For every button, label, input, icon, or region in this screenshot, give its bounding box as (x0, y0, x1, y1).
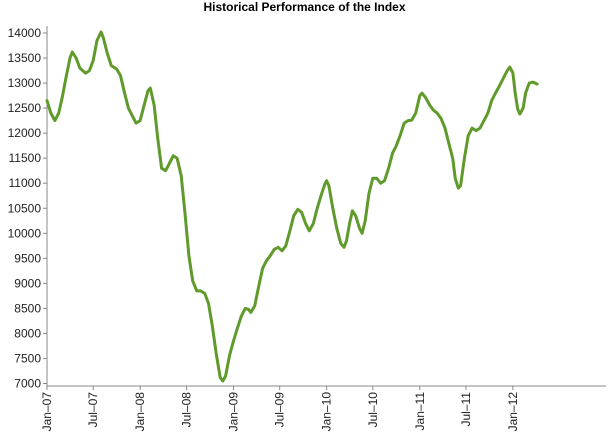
x-tick-label: Jul–09 (273, 392, 287, 428)
y-tick-label: 7500 (14, 351, 41, 365)
x-tick-label: Jul–11 (459, 392, 473, 427)
x-tick-label: Jul–07 (86, 392, 100, 428)
x-axis-ticks: Jan–07 Jul–07 Jan–08 Jul–08 Jan–09 Jul–09 Jan–… (40, 386, 520, 431)
y-tick-label: 13000 (8, 76, 42, 90)
x-tick-label: Jan–10 (320, 392, 334, 432)
x-tick-label: Jul–08 (180, 392, 194, 428)
x-tick-label: Jan–12 (506, 392, 520, 432)
y-tick-label: 11000 (9, 176, 42, 190)
y-tick-label: 7000 (14, 376, 41, 390)
y-tick-label: 10500 (8, 201, 42, 215)
y-tick-label: 8500 (14, 301, 41, 315)
x-tick-label: Jan–11 (413, 392, 427, 431)
y-tick-label: 12000 (8, 126, 42, 140)
y-tick-label: 10000 (8, 226, 42, 240)
x-tick-label: Jan–07 (40, 392, 54, 432)
series-group (45, 30, 539, 383)
x-tick-label: Jan–09 (227, 392, 241, 432)
y-tick-label: 11500 (9, 151, 42, 165)
series-line-0 (45, 30, 539, 383)
x-tick-label: Jan–08 (133, 392, 147, 432)
y-axis-ticks: 7000 7500 8000 8500 9000 9500 10000 10500 11000 1… (8, 26, 47, 390)
y-tick-label: 8000 (14, 326, 41, 340)
y-tick-label: 14000 (8, 26, 42, 40)
chart-title: Historical Performance of the Index (203, 0, 406, 14)
axes (46, 26, 606, 387)
y-tick-label: 9500 (14, 251, 41, 265)
y-tick-label: 9000 (14, 276, 41, 290)
x-tick-label: Jul–10 (366, 392, 380, 428)
y-tick-label: 12500 (8, 101, 42, 115)
y-tick-label: 13500 (8, 51, 42, 65)
